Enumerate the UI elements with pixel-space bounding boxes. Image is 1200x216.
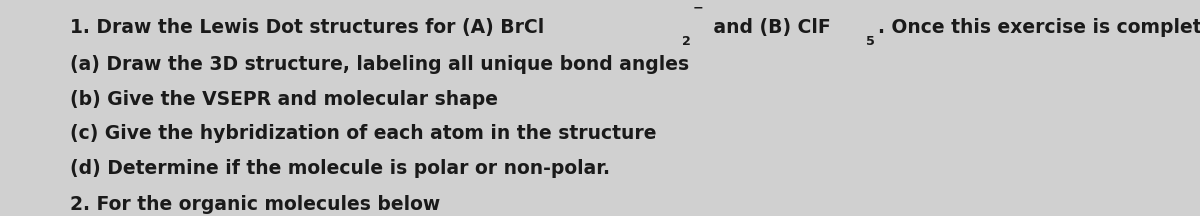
Text: (a) Draw the 3D structure, labeling all unique bond angles: (a) Draw the 3D structure, labeling all … xyxy=(70,55,689,74)
Text: −: − xyxy=(692,2,703,15)
Text: (b) Give the VSEPR and molecular shape: (b) Give the VSEPR and molecular shape xyxy=(70,90,498,109)
Text: and (B) ClF: and (B) ClF xyxy=(707,19,830,38)
Text: 1. Draw the Lewis Dot structures for (A) BrCl: 1. Draw the Lewis Dot structures for (A)… xyxy=(70,19,544,38)
Text: . Once this exercise is complete....: . Once this exercise is complete.... xyxy=(878,19,1200,38)
Text: (c) Give the hybridization of each atom in the structure: (c) Give the hybridization of each atom … xyxy=(70,124,656,143)
Text: (d) Determine if the molecule is polar or non-polar.: (d) Determine if the molecule is polar o… xyxy=(70,159,610,178)
Text: 2: 2 xyxy=(682,35,690,48)
Text: 5: 5 xyxy=(866,35,875,48)
Text: 2. For the organic molecules below: 2. For the organic molecules below xyxy=(70,195,440,214)
